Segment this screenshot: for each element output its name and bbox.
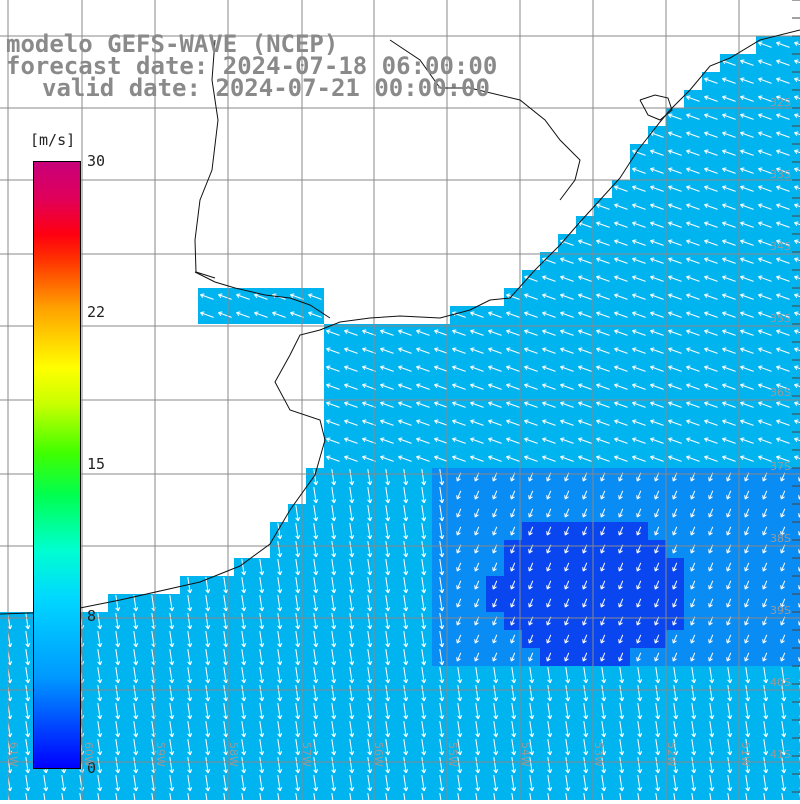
lon-label-51w: 51W — [739, 742, 752, 767]
lat-label-35s: 35S — [770, 312, 791, 325]
lon-label-59w: 59W — [154, 742, 167, 767]
ocean-cell — [792, 522, 800, 540]
colorbar — [33, 161, 81, 769]
lat-label-36s: 36S — [770, 386, 791, 399]
colorbar-tick-30: 30 — [87, 152, 105, 170]
lat-label-33s: 33S — [770, 168, 791, 181]
lat-label-39s: 39S — [770, 604, 791, 617]
ocean-cell — [792, 702, 800, 720]
lat-label-34s: 34S — [770, 240, 791, 253]
ocean-cell — [792, 612, 800, 630]
lon-label-60w: 60W — [82, 742, 95, 767]
ocean-cell — [792, 774, 800, 792]
lon-label-56w: 56W — [372, 742, 385, 767]
ocean-cell — [792, 720, 800, 738]
ocean-cell — [792, 540, 800, 558]
ocean-cell — [792, 594, 800, 612]
colorbar-tick-8: 8 — [87, 607, 96, 625]
colorbar-tick-22: 22 — [87, 303, 105, 321]
lat-label-38s: 38S — [770, 532, 791, 545]
ocean-cell — [792, 468, 800, 486]
ocean-cell — [792, 756, 800, 774]
ocean-cell — [792, 630, 800, 648]
lon-label-53w: 53W — [592, 742, 605, 767]
lat-label-37s: 37S — [770, 460, 791, 473]
ocean-cell — [792, 576, 800, 594]
ocean-cell — [792, 666, 800, 684]
lat-label-41s: 41S — [770, 748, 791, 761]
lon-label-58w: 58W — [227, 742, 240, 767]
ocean-cell — [792, 558, 800, 576]
ocean-cell — [792, 486, 800, 504]
wind-speed-field — [0, 36, 800, 800]
lon-label-54w: 54W — [519, 742, 532, 767]
ocean-cell — [792, 648, 800, 666]
lon-label-55w: 55W — [446, 742, 459, 767]
lon-label-52w: 52W — [665, 742, 678, 767]
colorbar-tick-15: 15 — [87, 455, 105, 473]
lon-label-57w: 57W — [300, 742, 313, 767]
lat-label-32s: 32S — [770, 96, 791, 109]
ocean-cell — [792, 504, 800, 522]
valid-date: valid date: 2024-07-21 00:00:00 — [42, 76, 490, 100]
colorbar-unit: [m/s] — [30, 131, 75, 149]
ocean-cell — [792, 738, 800, 756]
lon-label-61w: 61W — [7, 742, 20, 767]
ocean-cell — [792, 792, 800, 800]
lat-label-40s: 40S — [770, 676, 791, 689]
ocean-cell — [792, 684, 800, 702]
